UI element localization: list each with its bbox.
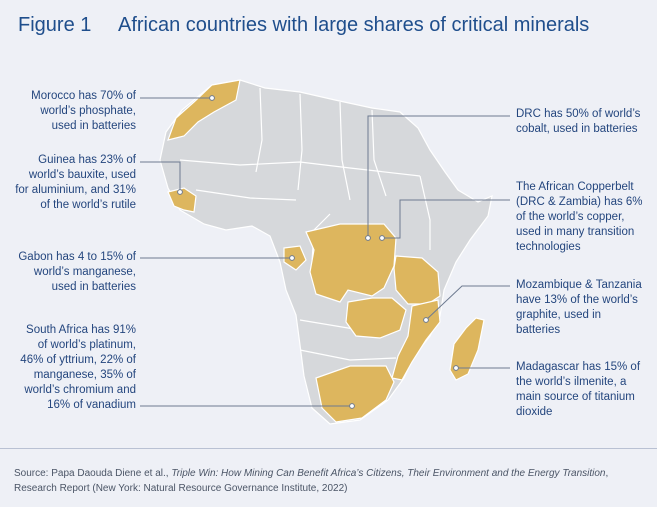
annotation-copperbelt: The African Copperbelt (DRC & Zambia) ha… [516, 181, 643, 253]
annotation-morocco: Morocco has 70% of world’s phosphate, us… [31, 90, 136, 132]
figure-number: Figure 1 [18, 14, 92, 36]
zambia-region [345, 297, 407, 339]
figure-header: Figure 1 African countries with large sh… [18, 14, 648, 44]
source-prefix: Source: Papa Daouda Diene et al., [14, 468, 172, 479]
annotation-madagascar: Madagascar has 15% of the world’s ilmeni… [516, 361, 641, 418]
annotation-gabon: Gabon has 4 to 15% of world’s manganese,… [18, 251, 136, 293]
annotation-mozambique-tanzania: Mozambique & Tanzania have 13% of the wo… [516, 279, 642, 336]
source-title: Triple Win: How Mining Can Benefit Afric… [171, 468, 606, 479]
drc-region [305, 223, 397, 303]
highlighted-countries [167, 79, 485, 423]
south-africa-region [315, 365, 395, 423]
leader-markers [177, 95, 459, 409]
morocco-region [167, 79, 241, 141]
madagascar-region [449, 317, 485, 381]
annotation-drc: DRC has 50% of world’s cobalt, used in b… [516, 108, 641, 135]
annotation-guinea: Guinea has 23% of world’s bauxite, used … [15, 154, 136, 211]
annotation-south-africa: South Africa has 91% of world’s platinum… [20, 324, 136, 411]
leader-lines [140, 97, 510, 407]
source-suffix: , Research Report (New York: Natural Res… [14, 468, 609, 494]
guinea-region [167, 187, 197, 213]
source-note: Source: Papa Daouda Diene et al., Triple… [14, 466, 644, 496]
country-borders [179, 87, 431, 361]
figure-title: African countries with large shares of c… [118, 14, 590, 36]
gabon-region [283, 245, 307, 271]
divider [0, 448, 657, 449]
